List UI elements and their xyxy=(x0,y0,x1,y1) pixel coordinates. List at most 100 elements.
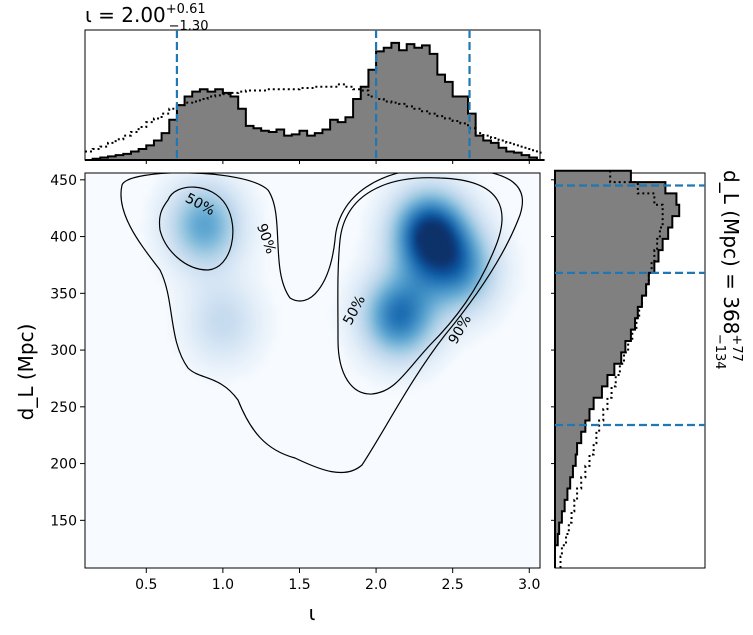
density-cell xyxy=(511,299,518,306)
density-cell xyxy=(439,305,446,312)
density-cell xyxy=(235,329,242,336)
density-cell xyxy=(199,281,206,288)
density-cell xyxy=(463,335,470,342)
density-cell xyxy=(439,293,446,300)
density-cell xyxy=(457,191,464,198)
density-cell xyxy=(193,263,200,270)
density-cell xyxy=(493,245,500,252)
density-cell xyxy=(175,185,182,192)
density-cell xyxy=(223,281,230,288)
density-cell xyxy=(223,287,230,294)
density-cell xyxy=(271,305,278,312)
density-cell xyxy=(349,323,356,330)
density-cell xyxy=(337,299,344,306)
density-cell xyxy=(451,275,458,282)
density-cell xyxy=(175,281,182,288)
density-cell xyxy=(463,341,470,348)
density-cell xyxy=(457,227,464,234)
density-cell xyxy=(433,185,440,192)
density-cell xyxy=(403,227,410,234)
density-cell xyxy=(397,317,404,324)
density-cell xyxy=(199,359,206,366)
density-cell xyxy=(487,305,494,312)
density-cell xyxy=(433,293,440,300)
density-cell xyxy=(253,353,260,360)
density-cell xyxy=(505,287,512,294)
density-cell xyxy=(475,281,482,288)
density-cell xyxy=(403,305,410,312)
density-cell xyxy=(145,209,152,216)
density-cell xyxy=(151,251,158,258)
density-cell xyxy=(199,215,206,222)
density-cell xyxy=(475,203,482,210)
density-cell xyxy=(211,257,218,264)
density-cell xyxy=(391,371,398,378)
density-cell xyxy=(403,275,410,282)
density-cell xyxy=(349,257,356,264)
density-cell xyxy=(433,275,440,282)
density-cell xyxy=(349,341,356,348)
density-cell xyxy=(187,269,194,276)
y-tick-label: 400 xyxy=(50,230,77,246)
density-cell xyxy=(229,245,236,252)
density-cell xyxy=(205,197,212,204)
density-cell xyxy=(385,377,392,384)
density-cell xyxy=(247,329,254,336)
density-cell xyxy=(487,191,494,198)
density-cell xyxy=(451,215,458,222)
density-cell xyxy=(145,197,152,204)
density-cell xyxy=(415,323,422,330)
density-cell xyxy=(505,305,512,312)
density-cell xyxy=(223,263,230,270)
density-cell xyxy=(481,275,488,282)
density-cell xyxy=(241,341,248,348)
density-cell xyxy=(331,311,338,318)
density-cell xyxy=(445,299,452,306)
density-cell xyxy=(463,317,470,324)
density-cell xyxy=(445,287,452,294)
density-cell xyxy=(337,341,344,348)
density-cell xyxy=(199,263,206,270)
density-cell xyxy=(343,293,350,300)
density-cell xyxy=(343,269,350,276)
density-cell xyxy=(487,215,494,222)
x-tick-label: 1.5 xyxy=(288,577,310,593)
density-cell xyxy=(415,281,422,288)
density-cell xyxy=(451,305,458,312)
density-cell xyxy=(391,221,398,228)
density-cell xyxy=(181,257,188,264)
density-cell xyxy=(355,335,362,342)
density-cell xyxy=(409,359,416,366)
density-cell xyxy=(421,347,428,354)
density-cell xyxy=(247,269,254,276)
density-cell xyxy=(397,305,404,312)
density-cell xyxy=(463,173,470,180)
density-cell xyxy=(469,197,476,204)
density-cell xyxy=(499,227,506,234)
density-cell xyxy=(373,275,380,282)
density-cell xyxy=(439,365,446,372)
density-cell xyxy=(253,209,260,216)
density-cell xyxy=(421,257,428,264)
density-cell xyxy=(181,191,188,198)
density-cell xyxy=(373,311,380,318)
density-cell xyxy=(205,185,212,192)
density-cell xyxy=(439,251,446,258)
right-title-upper: +77 xyxy=(729,334,744,361)
density-cell xyxy=(433,203,440,210)
density-cell xyxy=(397,185,404,192)
density-cell xyxy=(409,239,416,246)
density-cell xyxy=(427,197,434,204)
density-cell xyxy=(223,377,230,384)
density-cell xyxy=(229,317,236,324)
density-cell xyxy=(241,293,248,300)
density-cell xyxy=(163,281,170,288)
density-cell xyxy=(469,263,476,270)
density-cell xyxy=(391,341,398,348)
density-cell xyxy=(511,239,518,246)
density-cell xyxy=(463,323,470,330)
density-cell xyxy=(247,191,254,198)
density-cell xyxy=(415,209,422,216)
density-cell xyxy=(379,371,386,378)
density-cell xyxy=(235,299,242,306)
